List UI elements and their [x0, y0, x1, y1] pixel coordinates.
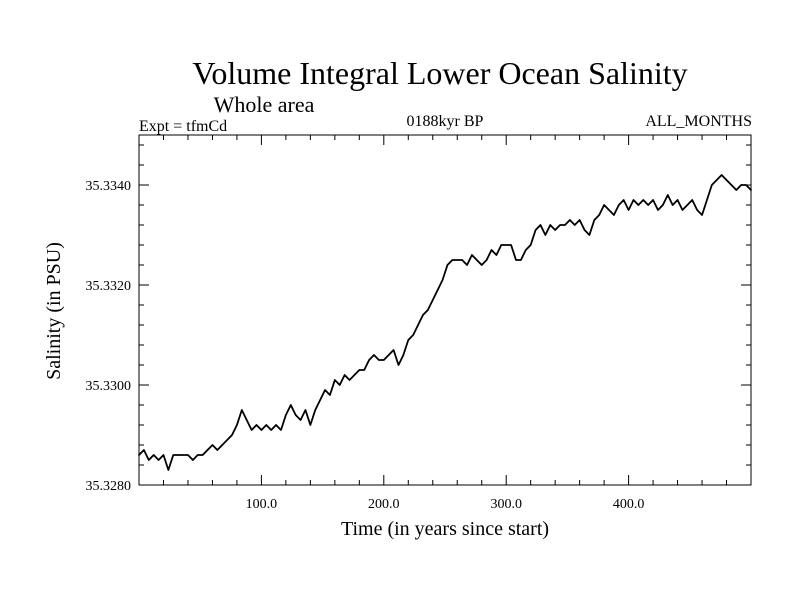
- axis-tick-labels: 100.0 200.0 300.0 400.0 35.3280 35.3300 35.332…: [86, 179, 645, 512]
- y-tick-label: 35.3340: [86, 179, 132, 194]
- y-tick-label: 35.3280: [86, 479, 132, 494]
- chart-subtitle: Whole area: [214, 92, 315, 117]
- x-tick-label: 200.0: [368, 497, 400, 512]
- x-axis-title: Time (in years since start): [341, 518, 549, 540]
- y-tick-label: 35.3300: [86, 379, 132, 394]
- y-tick-label: 35.3320: [86, 279, 132, 294]
- axis-ticks: [139, 135, 751, 486]
- y-axis-title: Salinity (in PSU): [43, 242, 65, 380]
- experiment-label: Expt = tfmCd: [139, 118, 227, 135]
- x-tick-label: 400.0: [613, 497, 645, 512]
- chart-title: Volume Integral Lower Ocean Salinity: [192, 55, 687, 91]
- months-label: ALL_MONTHS: [645, 113, 752, 130]
- plot-frame: [138, 134, 752, 486]
- x-tick-label: 100.0: [246, 497, 278, 512]
- salinity-series-line: [138, 174, 752, 471]
- x-tick-label: 300.0: [490, 497, 522, 512]
- period-label: 0188kyr BP: [407, 113, 484, 130]
